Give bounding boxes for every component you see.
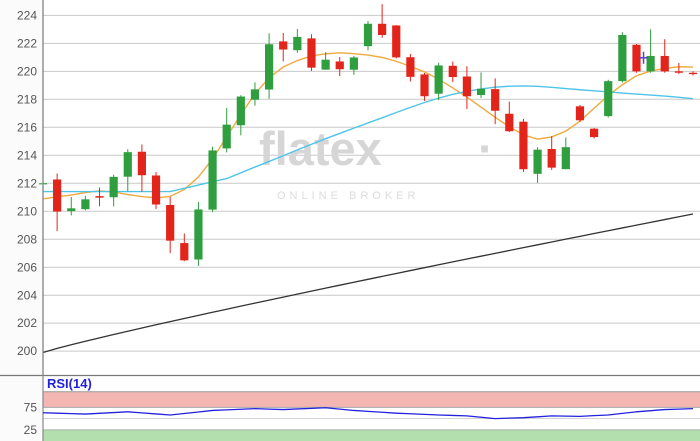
svg-text:208: 208 [17, 232, 37, 246]
svg-text:220: 220 [17, 65, 37, 79]
svg-text:RSI(14): RSI(14) [47, 376, 92, 391]
svg-text:·: · [478, 122, 494, 175]
svg-text:204: 204 [17, 288, 37, 302]
svg-text:ONLINE BROKER: ONLINE BROKER [277, 190, 419, 202]
svg-text:212: 212 [17, 176, 37, 190]
svg-text:210: 210 [17, 204, 37, 218]
svg-text:flatex: flatex [259, 122, 382, 175]
svg-text:218: 218 [17, 92, 37, 106]
svg-text:206: 206 [17, 260, 37, 274]
svg-text:200: 200 [17, 344, 37, 358]
svg-text:75: 75 [24, 400, 38, 414]
svg-text:214: 214 [17, 148, 37, 162]
svg-text:25: 25 [24, 423, 38, 437]
svg-text:224: 224 [17, 9, 37, 23]
svg-text:202: 202 [17, 316, 37, 330]
svg-text:216: 216 [17, 120, 37, 134]
svg-text:222: 222 [17, 37, 37, 51]
